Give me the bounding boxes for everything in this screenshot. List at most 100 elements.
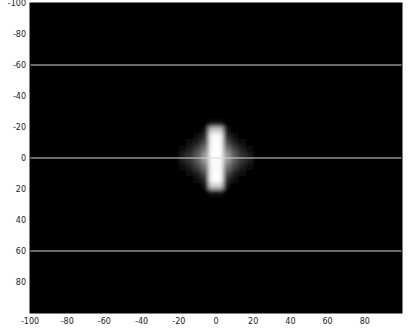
heatmap-cell [223,139,231,146]
heatmap-cell [231,133,239,140]
heatmap-cell [186,121,194,128]
heatmap-cell [231,152,239,159]
heatmap-cell [209,158,217,165]
heatmap-cell [186,170,194,177]
heatmap-cell [201,170,209,177]
heatmap-cell [194,121,202,128]
heatmap-cell [246,183,254,190]
heatmap-cell [201,139,209,146]
heatmap-cell [223,189,231,196]
heatmap-cell [231,183,239,190]
heatmap-cell [246,177,254,184]
heatmap-cell [194,146,202,153]
heatmap-cell [238,177,246,184]
x-tick-label: 80 [360,317,370,326]
x-tick-label: -40 [135,317,148,326]
heatmap-cell [223,121,231,128]
heatmap-cell [216,146,224,153]
heatmap-cell [194,133,202,140]
y-tick-label: -80 [13,30,26,39]
plot-frame [30,3,402,313]
heatmap-cell [223,152,231,159]
heatmap-cell [231,177,239,184]
heatmap-cell [179,170,187,177]
heatmap-cell [216,158,224,165]
heatmap-cell [216,189,224,196]
heatmap-cell [201,146,209,153]
x-tick-label: -100 [21,317,39,326]
y-tick-label: 80 [16,278,26,287]
heatmap-cell [216,183,224,190]
y-tick-label: 60 [16,247,26,256]
heatmap-cell [231,158,239,165]
heatmap-cell [223,164,231,171]
heatmap-cell [194,189,202,196]
heatmap-cell [201,127,209,134]
heatmap-cell [231,164,239,171]
heatmap-cell [231,121,239,128]
heatmap-cell [201,183,209,190]
heatmap-cell [209,170,217,177]
heatmap-cell [216,133,224,140]
heatmap-cell [209,189,217,196]
heatmap-cell [238,121,246,128]
x-tick-label: 60 [323,317,333,326]
heatmap-cell [179,152,187,159]
heatmap-cell [246,121,254,128]
heatmap-cell [216,139,224,146]
heatmap-cell [186,152,194,159]
heatmap-cell [186,177,194,184]
heatmap-cell [179,189,187,196]
horizontal-line [30,158,402,159]
y-tick-label: -40 [13,92,26,101]
heatmap-cell [186,139,194,146]
heatmap-cell [216,170,224,177]
heatmap-cell [246,170,254,177]
heatmap-cell [238,164,246,171]
heatmap-cell [223,183,231,190]
heatmap-cell [201,158,209,165]
heatmap-cell [194,152,202,159]
x-tick-label: 20 [248,317,258,326]
heatmap-cell [238,189,246,196]
x-tick-label: -80 [61,317,74,326]
heatmap-cell [246,152,254,159]
heatmap-cell [209,146,217,153]
heatmap-cell [194,164,202,171]
x-tick-label: -60 [98,317,111,326]
heatmap-cell [209,164,217,171]
heatmap-cell [209,121,217,128]
heatmap-cell [194,158,202,165]
x-tick-label: -20 [172,317,185,326]
heatmap-cell [179,127,187,134]
heatmap-cell [179,146,187,153]
heatmap-cell [201,177,209,184]
heatmap-cell [223,177,231,184]
heatmap-cell [223,133,231,140]
y-tick-label: -60 [13,61,26,70]
heatmap-cell [238,152,246,159]
heatmap-cell [186,164,194,171]
heatmap-cell [209,127,217,134]
heatmap-cell [223,158,231,165]
heatmap-cell [179,158,187,165]
heatmap-cell [246,146,254,153]
heatmap-cell [231,139,239,146]
heatmap-cell [246,158,254,165]
y-tick-label: 40 [16,216,26,225]
heatmap-cell [216,164,224,171]
heatmap-cell [201,121,209,128]
heatmap-cell [223,127,231,134]
heatmap-cell [238,146,246,153]
chart: -100-80-60-40-20020406080-100-80-60-40-2… [0,0,414,329]
heatmap-cell [246,139,254,146]
heatmap-cell [186,189,194,196]
heatmap-cell [238,170,246,177]
heatmap-cell [231,189,239,196]
heatmap-cell [179,121,187,128]
heatmap-cell [194,139,202,146]
heatmap-cell [186,146,194,153]
heatmap-cell [216,177,224,184]
heatmap-cell [201,133,209,140]
plot-background [30,3,402,313]
